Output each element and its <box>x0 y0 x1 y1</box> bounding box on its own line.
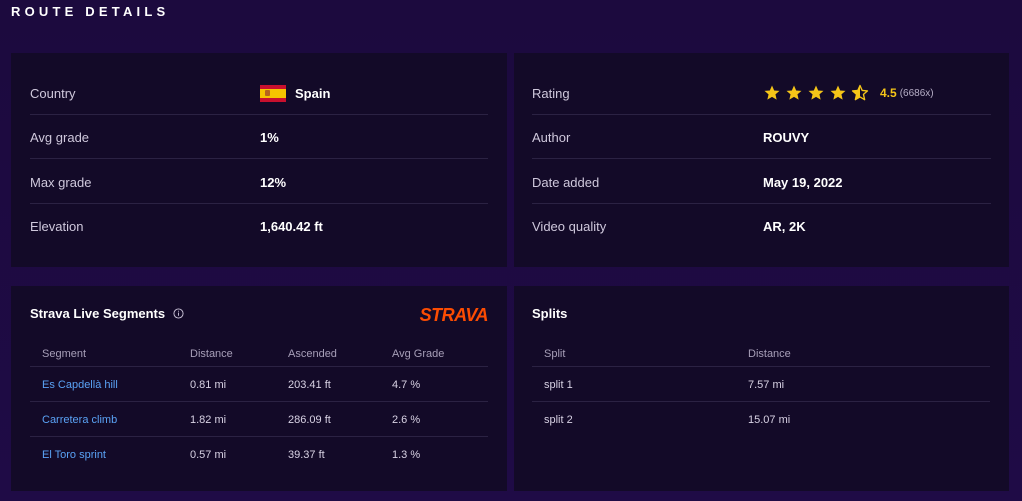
detail-label: Author <box>532 129 571 145</box>
column-header: Ascended <box>288 347 337 360</box>
route-details-left-panel: Country Spain Avg grade 1% Max grade 12%… <box>11 53 507 267</box>
detail-value: 1% <box>260 129 279 145</box>
strava-logo: STRAVA <box>419 305 489 325</box>
detail-label: Date added <box>532 174 600 190</box>
table-row: Es Capdellà hill 0.81 mi 203.41 ft 4.7 % <box>30 367 488 402</box>
table-row: split 2 15.07 mi <box>532 402 990 437</box>
column-header: Distance <box>748 347 791 360</box>
strava-segments-panel: Strava Live Segments STRAVA Segment Dist… <box>11 286 507 491</box>
segment-ascended: 286.09 ft <box>288 413 331 426</box>
detail-value: 12% <box>260 174 287 190</box>
splits-panel: Splits Split Distance split 1 7.57 mi sp… <box>514 286 1009 491</box>
segment-ascended: 203.41 ft <box>288 378 331 391</box>
detail-value: 1,640.42 ft <box>260 218 323 234</box>
table-row: Carretera climb 1.82 mi 286.09 ft 2.6 % <box>30 402 488 437</box>
segment-ascended: 39.37 ft <box>288 448 325 461</box>
detail-label: Rating <box>532 85 570 101</box>
detail-label: Avg grade <box>30 129 90 145</box>
strava-panel-title: Strava Live Segments <box>30 306 184 321</box>
detail-row-video-quality: Video quality AR, 2K <box>532 204 991 248</box>
detail-row-elevation: Elevation 1,640.42 ft <box>30 204 488 248</box>
table-row: El Toro sprint 0.57 mi 39.37 ft 1.3 % <box>30 437 488 472</box>
strava-title-text: Strava Live Segments <box>30 306 166 321</box>
page-heading: ROUTE DETAILS <box>11 4 170 19</box>
split-distance: 7.57 mi <box>748 378 785 391</box>
detail-row-author: Author ROUVY <box>532 115 991 159</box>
segment-link[interactable]: Carretera climb <box>42 413 118 426</box>
detail-label: Elevation <box>30 218 84 234</box>
info-icon[interactable] <box>173 308 184 319</box>
segment-link[interactable]: Es Capdellà hill <box>42 378 118 391</box>
column-header: Segment <box>42 347 87 360</box>
strava-segments-table: Segment Distance Ascended Avg Grade Es C… <box>30 340 488 472</box>
segment-grade: 2.6 % <box>392 413 421 426</box>
detail-label: Country <box>30 85 76 101</box>
split-name: split 1 <box>544 378 573 391</box>
detail-value: May 19, 2022 <box>763 174 843 190</box>
rating-number: 4.5 <box>880 86 897 100</box>
segment-grade: 1.3 % <box>392 448 421 461</box>
rating-count: (6686x) <box>899 87 934 99</box>
segment-distance: 0.57 mi <box>190 448 227 461</box>
segment-link[interactable]: El Toro sprint <box>42 448 106 461</box>
table-row: split 1 7.57 mi <box>532 367 990 402</box>
segment-grade: 4.7 % <box>392 378 421 391</box>
detail-row-max-grade: Max grade 12% <box>30 160 488 204</box>
table-header: Split Distance <box>532 340 990 367</box>
column-header: Distance <box>190 347 233 360</box>
split-distance: 15.07 mi <box>748 413 791 426</box>
star-icon <box>764 85 780 100</box>
table-header: Segment Distance Ascended Avg Grade <box>30 340 488 367</box>
rating-stars <box>763 84 873 102</box>
detail-label: Max grade <box>30 174 92 190</box>
detail-row-date-added: Date added May 19, 2022 <box>532 160 991 204</box>
detail-row-avg-grade: Avg grade 1% <box>30 115 488 159</box>
detail-label: Video quality <box>532 218 607 234</box>
segment-distance: 1.82 mi <box>190 413 227 426</box>
detail-value: AR, 2K <box>763 218 806 234</box>
star-icon <box>808 85 824 100</box>
detail-value: ROUVY <box>763 129 810 145</box>
star-icon <box>830 85 846 100</box>
detail-row-rating: Rating 4.5 (6686x) <box>532 71 991 115</box>
detail-row-country: Country Spain <box>30 71 488 115</box>
spain-flag-icon <box>260 84 286 102</box>
route-details-right-panel: Rating 4.5 (6686x) Author ROUVY Date add… <box>514 53 1009 267</box>
detail-value-country: Spain <box>260 84 331 102</box>
split-name: split 2 <box>544 413 573 426</box>
column-header: Avg Grade <box>392 347 445 360</box>
splits-panel-title: Splits <box>532 306 568 321</box>
star-icon <box>786 85 802 100</box>
column-header: Split <box>544 347 566 360</box>
rating-value: 4.5 (6686x) <box>763 84 934 102</box>
splits-table: Split Distance split 1 7.57 mi split 2 1… <box>532 340 990 437</box>
country-name: Spain <box>295 85 331 101</box>
half-star-icon <box>851 84 869 101</box>
segment-distance: 0.81 mi <box>190 378 227 391</box>
